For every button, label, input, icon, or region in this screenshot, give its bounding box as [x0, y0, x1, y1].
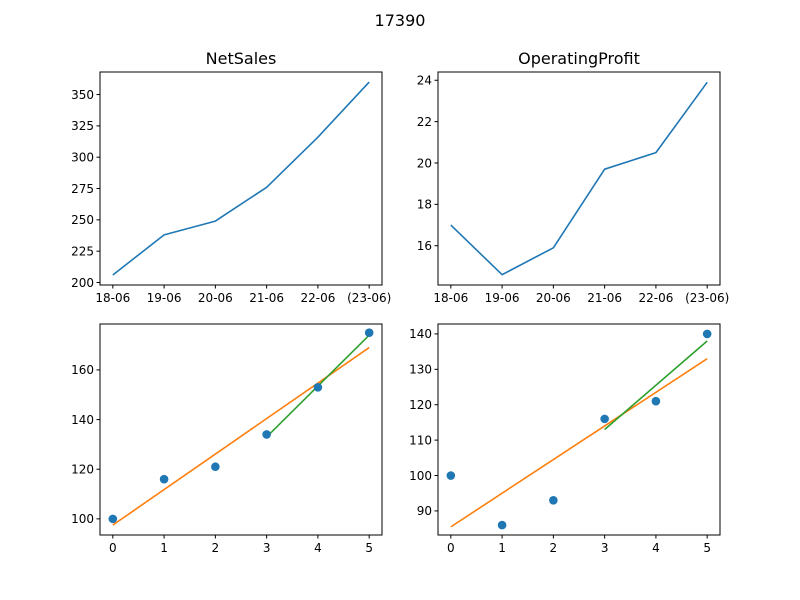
net-sales-ytick-label: 350	[71, 88, 94, 102]
net-sales-trend-data-point	[108, 514, 118, 524]
operating-profit-ytick-label: 24	[417, 74, 432, 88]
operating-profit-xtick-label: 18-06	[433, 291, 468, 305]
operating-profit-ytick-label: 16	[417, 239, 432, 253]
net-sales-trend-ytick-label: 100	[71, 512, 94, 526]
net-sales-trend-xtick-label: 5	[365, 541, 373, 555]
net-sales-trend-plot: 100 120 140 160 0 1 2 3 4 5	[71, 323, 383, 555]
net-sales-xtick-label: 18-06	[95, 291, 130, 305]
operating-profit-trend-ytick-label: 110	[409, 433, 432, 447]
panel-net-sales: NetSales 200 225 250 275 300 325 350 18-06 19-06…	[71, 49, 391, 305]
operating-profit-ytick-label: 20	[417, 156, 432, 170]
panel-net-sales-trend: 100 120 140 160 0 1 2 3 4 5	[71, 323, 383, 555]
operating-profit-trend-ytick-label: 130	[409, 363, 432, 377]
net-sales-trend-ytick-label: 160	[71, 363, 94, 377]
operating-profit-ytick-label: 18	[417, 198, 432, 212]
net-sales-trend-data-point	[211, 462, 220, 472]
operating-profit-trend-fit-line	[450, 358, 708, 528]
operating-profit-trend-fit-line	[604, 340, 708, 431]
operating-profit-trend-xtick-label: 0	[447, 541, 455, 555]
operating-profit-xtick-label: (23-06)	[685, 291, 729, 305]
net-sales-trend-data-point	[262, 430, 271, 439]
operating-profit-trend-ytick-label: 140	[409, 327, 432, 341]
net-sales-ytick-label: 325	[71, 119, 94, 133]
operating-profit-trend-data-point	[446, 471, 456, 480]
net-sales-xtick-label: 22-06	[300, 291, 335, 305]
net-sales-trend-xtick-label: 4	[314, 541, 322, 555]
net-sales-series-line	[112, 81, 370, 276]
operating-profit-trend-data-point	[497, 520, 507, 530]
net-sales-trend-data-point	[159, 474, 169, 484]
net-sales-trend-data-point	[313, 383, 323, 392]
operating-profit-trend-xtick-label: 1	[498, 541, 506, 555]
net-sales-trend-axes-frame	[99, 323, 383, 536]
net-sales-xtick-label: 21-06	[249, 291, 284, 305]
operating-profit-trend-data-point	[600, 414, 609, 424]
operating-profit-trend-xtick-label: 4	[652, 541, 660, 555]
operating-profit-trend-ytick-label: 90	[417, 504, 432, 518]
net-sales-trend-data-point	[364, 328, 374, 337]
net-sales-ytick-label: 300	[71, 151, 94, 165]
operating-profit-trend-xtick-label: 2	[550, 541, 558, 555]
operating-profit-trend-data-point	[651, 396, 661, 406]
operating-profit-ytick-label: 22	[417, 115, 432, 129]
net-sales-trend-xtick-label: 3	[263, 541, 271, 555]
net-sales-trend-xtick-label: 1	[160, 541, 168, 555]
panel-operating-profit: OperatingProfit 16 18 20 22 24 18-06 19-06 20-0…	[417, 49, 730, 305]
net-sales-ytick-label: 250	[71, 213, 94, 227]
operating-profit-plot: 16 18 20 22 24 18-06 19-06 20-06 21-06 22-06 (23-0…	[417, 71, 729, 305]
operating-profit-trend-ytick-label: 100	[409, 469, 432, 483]
net-sales-trend-xtick-label: 2	[212, 541, 220, 555]
figure-suptitle: 17390	[375, 11, 426, 30]
net-sales-plot: 200 225 250 275 300 325 350 18-06 19-06 20-06 21-0…	[71, 71, 391, 305]
panel-title-net-sales: NetSales	[206, 49, 277, 68]
net-sales-axes-frame	[99, 71, 383, 286]
operating-profit-trend-data-point	[702, 329, 712, 339]
operating-profit-trend-xtick-label: 5	[703, 541, 711, 555]
operating-profit-series-line	[450, 81, 708, 276]
operating-profit-xtick-label: 19-06	[485, 291, 520, 305]
operating-profit-trend-data-point	[549, 496, 558, 505]
net-sales-ytick-label: 225	[71, 244, 94, 258]
net-sales-xtick-label: 20-06	[198, 291, 233, 305]
net-sales-ytick-label: 275	[71, 182, 94, 196]
net-sales-trend-ytick-label: 120	[71, 463, 94, 477]
operating-profit-trend-plot: 90 100 110 120 130 140 0 1 2 3 4 5	[409, 323, 721, 555]
net-sales-xtick-label: 19-06	[147, 291, 182, 305]
panel-title-operating-profit: OperatingProfit	[518, 49, 640, 68]
operating-profit-xtick-label: 22-06	[638, 291, 673, 305]
panel-operating-profit-trend: 90 100 110 120 130 140 0 1 2 3 4 5	[409, 323, 721, 555]
operating-profit-trend-axes-frame	[437, 323, 721, 536]
operating-profit-xtick-label: 21-06	[587, 291, 622, 305]
net-sales-ytick-label: 200	[71, 276, 94, 290]
operating-profit-xtick-label: 20-06	[536, 291, 571, 305]
operating-profit-trend-xtick-label: 3	[601, 541, 609, 555]
net-sales-xtick-label: (23-06)	[347, 291, 391, 305]
operating-profit-axes-frame	[437, 71, 721, 286]
net-sales-trend-xtick-label: 0	[109, 541, 117, 555]
operating-profit-trend-ytick-label: 120	[409, 398, 432, 412]
net-sales-trend-ytick-label: 140	[71, 413, 94, 427]
